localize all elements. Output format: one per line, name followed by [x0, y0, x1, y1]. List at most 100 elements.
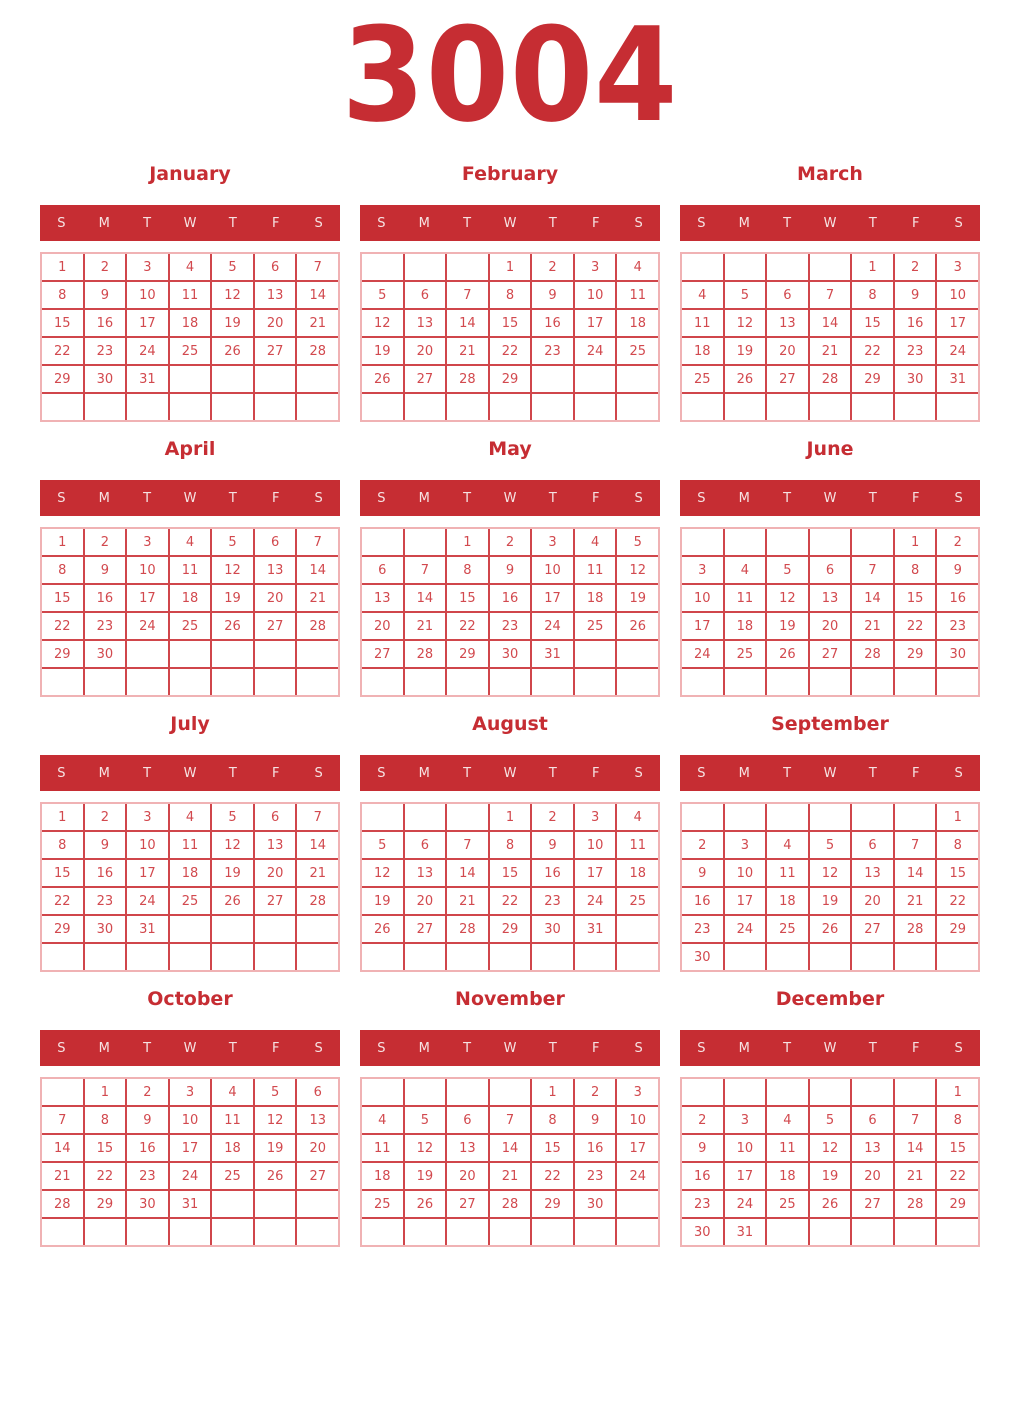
- empty-day-cell: [489, 669, 531, 695]
- day-cell: 10: [937, 282, 978, 308]
- empty-day-cell: [297, 669, 338, 695]
- day-cell: 13: [297, 1107, 338, 1133]
- empty-day-cell: [574, 366, 616, 392]
- empty-day-cell: [682, 394, 723, 420]
- day-cell: 15: [852, 310, 893, 336]
- day-cell: 28: [297, 338, 338, 364]
- day-cell: 24: [937, 338, 978, 364]
- empty-day-cell: [362, 804, 403, 830]
- empty-day-cell: [404, 669, 446, 695]
- empty-day-cell: [532, 1219, 573, 1245]
- day-cell: 25: [212, 1163, 253, 1189]
- day-cell: 3: [682, 557, 723, 583]
- empty-day-cell: [169, 1219, 211, 1245]
- month-name: February: [461, 163, 559, 185]
- weekday-label: S: [57, 1040, 66, 1056]
- day-cell: 18: [574, 585, 616, 611]
- day-cell: 30: [84, 366, 126, 392]
- weekday-label: T: [548, 765, 557, 781]
- day-cell: 29: [489, 366, 531, 392]
- day-cell: 15: [42, 585, 83, 611]
- empty-day-cell: [724, 804, 766, 830]
- day-cell: 2: [84, 529, 126, 555]
- day-cell: 15: [489, 860, 531, 886]
- empty-day-cell: [212, 641, 253, 667]
- day-cell: 4: [169, 254, 211, 280]
- day-cell: 4: [724, 557, 766, 583]
- empty-day-cell: [127, 1219, 168, 1245]
- day-cell: 6: [852, 1107, 893, 1133]
- day-cell: 30: [532, 916, 573, 942]
- day-cell: 31: [724, 1219, 766, 1245]
- day-cell: 20: [767, 338, 808, 364]
- day-cell: 11: [169, 832, 211, 858]
- day-cell: 28: [489, 1191, 531, 1217]
- day-cell: 19: [724, 338, 766, 364]
- empty-day-cell: [447, 804, 488, 830]
- empty-day-cell: [127, 394, 168, 420]
- day-cell: 14: [447, 860, 488, 886]
- weekday-label: W: [183, 215, 197, 231]
- day-cell: 22: [447, 613, 488, 639]
- day-cell: 31: [169, 1191, 211, 1217]
- empty-day-cell: [894, 1219, 936, 1245]
- day-cell: 8: [42, 557, 83, 583]
- day-cell: 9: [84, 282, 126, 308]
- weekday-label: W: [183, 490, 197, 506]
- empty-day-cell: [852, 944, 893, 970]
- day-cell: 2: [84, 804, 126, 830]
- empty-day-cell: [894, 669, 936, 695]
- day-cell: 28: [42, 1191, 83, 1217]
- day-cell: 30: [682, 1219, 723, 1245]
- day-cell: 27: [447, 1191, 488, 1217]
- day-cell: 3: [574, 804, 616, 830]
- day-cell: 27: [767, 366, 808, 392]
- empty-day-cell: [617, 1219, 658, 1245]
- day-cell: 22: [84, 1163, 126, 1189]
- day-cell: 5: [254, 1079, 296, 1105]
- day-cell: 11: [362, 1135, 403, 1161]
- day-cell: 19: [362, 888, 403, 914]
- day-cell: 6: [852, 832, 893, 858]
- day-cell: 10: [724, 1135, 766, 1161]
- day-cell: 21: [447, 338, 488, 364]
- day-cell: 29: [84, 1191, 126, 1217]
- day-cell: 2: [682, 832, 723, 858]
- empty-day-cell: [297, 1191, 338, 1217]
- day-cell: 23: [574, 1163, 616, 1189]
- weekday-label: S: [314, 765, 323, 781]
- day-cell: 10: [574, 832, 616, 858]
- day-cell: 8: [447, 557, 488, 583]
- weekday-label: T: [143, 490, 152, 506]
- day-grid: 1 2 3 4 5 6 7 8 9 10 11 12 13 14 15 16 17 18 19 20 21 22 23 24 2…: [40, 1077, 340, 1247]
- day-cell: 23: [127, 1163, 168, 1189]
- weekday-label: M: [98, 765, 110, 781]
- empty-day-cell: [212, 1191, 253, 1217]
- empty-day-cell: [894, 394, 936, 420]
- day-cell: 4: [767, 832, 808, 858]
- empty-day-cell: [404, 1219, 446, 1245]
- day-cell: 10: [724, 860, 766, 886]
- empty-day-cell: [937, 394, 978, 420]
- day-cell: 8: [84, 1107, 126, 1133]
- weekday-label: M: [738, 215, 750, 231]
- empty-day-cell: [447, 394, 488, 420]
- day-cell: 7: [489, 1107, 531, 1133]
- weekday-label: S: [634, 490, 643, 506]
- day-cell: 4: [617, 804, 658, 830]
- day-cell: 16: [532, 860, 573, 886]
- day-cell: 19: [404, 1163, 446, 1189]
- weekday-label: T: [548, 215, 557, 231]
- weekday-label: T: [463, 215, 472, 231]
- day-cell: 20: [852, 1163, 893, 1189]
- day-cell: 21: [447, 888, 488, 914]
- empty-day-cell: [852, 669, 893, 695]
- weekday-label: T: [868, 490, 877, 506]
- day-cell: 24: [682, 641, 723, 667]
- weekday-label: T: [783, 215, 792, 231]
